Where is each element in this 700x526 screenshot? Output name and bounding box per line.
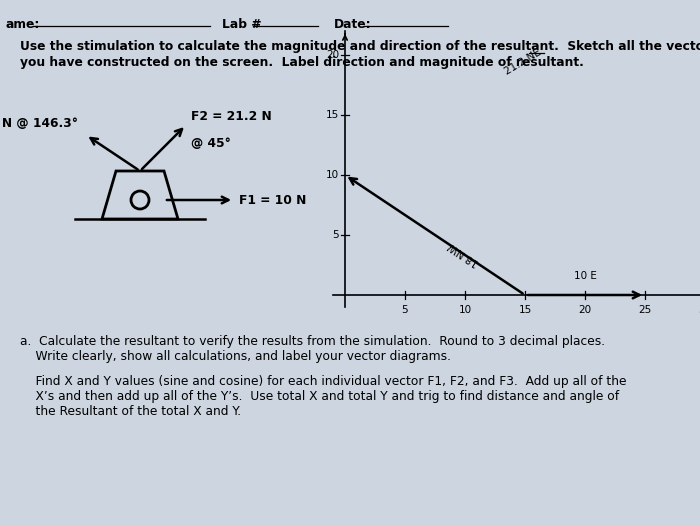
Text: F3 = 18 N @ 146.3°: F3 = 18 N @ 146.3° [0,117,78,130]
Text: 25: 25 [638,305,652,315]
Text: 15: 15 [519,305,531,315]
Text: X’s and then add up all of the Y’s.  Use total X and total Y and trig to find di: X’s and then add up all of the Y’s. Use … [20,390,619,403]
Text: Write clearly, show all calculations, and label your vector diagrams.: Write clearly, show all calculations, an… [20,350,451,363]
Text: 18 NW: 18 NW [447,240,482,267]
Text: 5: 5 [402,305,408,315]
Text: Find X and Y values (sine and cosine) for each individual vector F1, F2, and F3.: Find X and Y values (sine and cosine) fo… [20,375,626,388]
Text: Lab #: Lab # [222,18,262,31]
Text: 5: 5 [332,230,339,240]
Text: 30: 30 [699,305,700,315]
Text: 10 E: 10 E [573,271,596,281]
Text: 15: 15 [326,110,339,120]
Text: @ 45°: @ 45° [191,137,231,150]
Text: a.  Calculate the resultant to verify the results from the simulation.  Round to: a. Calculate the resultant to verify the… [20,335,605,348]
Text: you have constructed on the screen.  Label direction and magnitude of resultant.: you have constructed on the screen. Labe… [20,56,584,69]
Text: 10: 10 [458,305,472,315]
Text: Date:: Date: [334,18,372,31]
Text: 21.2 NE: 21.2 NE [503,47,543,77]
Text: 20: 20 [578,305,592,315]
Text: 20: 20 [326,50,339,60]
Text: F1 = 10 N: F1 = 10 N [239,194,307,207]
Text: 10: 10 [326,170,339,180]
Text: Use the stimulation to calculate the magnitude and direction of the resultant.  : Use the stimulation to calculate the mag… [20,40,700,53]
Text: the Resultant of the total X and Y.: the Resultant of the total X and Y. [20,405,241,418]
Text: ame:: ame: [5,18,39,31]
Text: F2 = 21.2 N: F2 = 21.2 N [191,110,272,123]
